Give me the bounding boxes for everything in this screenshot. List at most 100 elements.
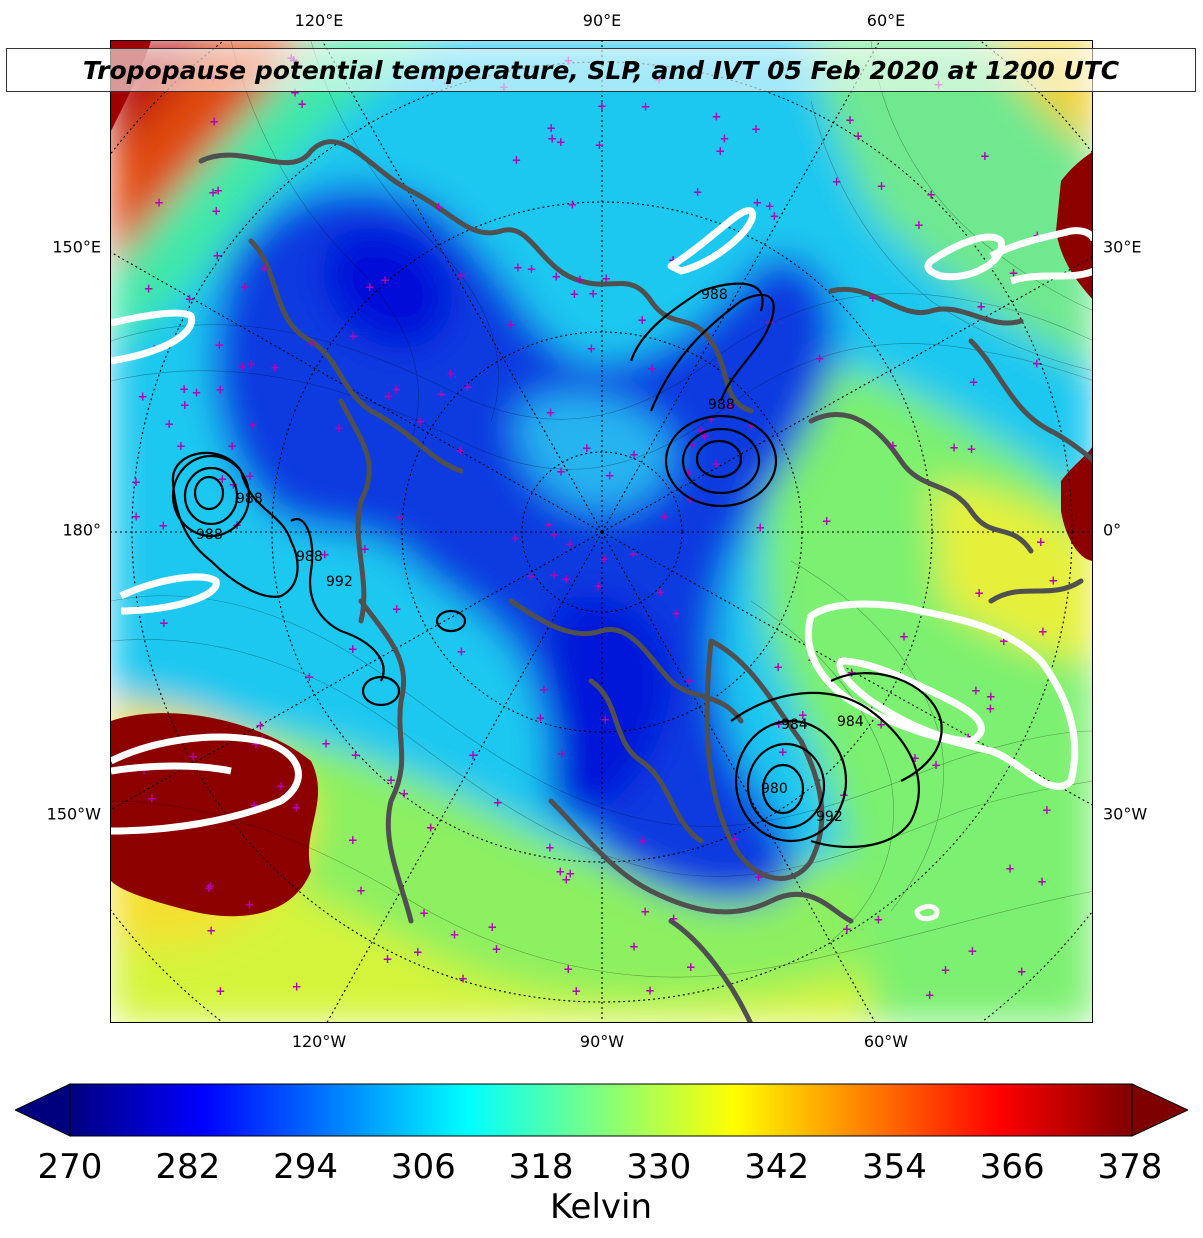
station-marker: + (754, 870, 764, 884)
colorbar-tick-label: 270 (37, 1147, 103, 1187)
station-marker: + (647, 362, 657, 376)
station-marker: + (693, 185, 703, 199)
station-marker: + (815, 352, 825, 366)
station-marker: + (386, 773, 396, 787)
lon-label-120w: 120°W (291, 1032, 347, 1051)
colorbar-tick-label: 342 (744, 1147, 810, 1187)
station-marker: + (215, 383, 225, 397)
station-marker: + (926, 187, 936, 201)
station-marker: + (307, 337, 317, 351)
colorbar-tick-label: 306 (390, 1147, 456, 1187)
station-marker: + (131, 475, 141, 489)
station-marker: + (240, 280, 250, 294)
station-marker: + (176, 439, 186, 453)
station-marker: + (971, 684, 981, 698)
station-marker: + (246, 357, 256, 371)
slp-label: 992 (816, 809, 843, 825)
station-marker: + (925, 988, 935, 1002)
colorbar-tick-label: 330 (626, 1147, 692, 1187)
station-marker: + (628, 547, 638, 561)
station-marker: + (185, 292, 195, 306)
station-marker: + (380, 273, 390, 287)
station-marker: + (383, 952, 393, 966)
station-marker: + (899, 629, 909, 643)
station-marker: + (297, 97, 307, 111)
station-marker: + (304, 670, 314, 684)
station-marker: + (599, 552, 609, 566)
station-marker: + (551, 269, 561, 283)
station-marker: + (593, 579, 603, 593)
station-marker: + (545, 406, 555, 420)
station-marker: + (458, 972, 468, 986)
station-marker: + (876, 179, 886, 193)
station-marker: + (980, 149, 990, 163)
station-marker: + (549, 568, 559, 582)
station-marker: + (259, 261, 269, 275)
station-marker: + (392, 602, 402, 616)
station-marker: + (492, 942, 502, 956)
station-marker: + (597, 99, 607, 113)
station-marker: + (563, 962, 573, 976)
station-marker: + (206, 923, 216, 937)
station-marker: + (547, 131, 557, 145)
map-panel: + + + + + + + + + + + + + + + + + + + + + + + + + + + + + + + + + + + + + + + +… (110, 40, 1093, 1023)
station-marker: + (686, 960, 696, 974)
lon-label-150w: 150°W (46, 804, 101, 824)
station-marker: + (888, 439, 898, 453)
station-marker: + (571, 984, 581, 998)
station-marker: + (567, 198, 577, 212)
colorbar-min-extend (15, 1083, 71, 1137)
station-marker: + (773, 660, 783, 674)
station-marker: + (569, 287, 579, 301)
station-marker: + (582, 441, 592, 455)
station-marker: + (463, 380, 473, 394)
station-marker: + (659, 509, 669, 523)
station-marker: + (976, 299, 986, 313)
station-marker: + (949, 441, 959, 455)
station-marker: + (798, 708, 808, 722)
station-marker: + (159, 616, 169, 630)
station-marker: + (556, 135, 566, 149)
station-marker: + (931, 758, 941, 772)
station-marker: + (557, 747, 567, 761)
station-marker: + (158, 519, 168, 533)
station-marker: + (1032, 356, 1042, 370)
station-marker: + (456, 269, 466, 283)
station-marker: + (348, 642, 358, 656)
station-marker: + (399, 787, 409, 801)
station-marker: + (1038, 624, 1048, 638)
station-marker: + (967, 944, 977, 958)
theta-contours (111, 41, 1092, 978)
station-marker: + (746, 419, 756, 433)
station-marker: + (179, 382, 189, 396)
lon-label-90w: 90°W (579, 1032, 625, 1051)
lon-label-60w: 60°W (863, 1032, 909, 1051)
station-marker: + (320, 548, 330, 562)
station-marker: + (769, 209, 779, 223)
station-marker: + (205, 879, 215, 893)
colorbar-tick-label: 354 (861, 1147, 927, 1187)
station-marker: + (600, 713, 610, 727)
station-marker: + (1037, 874, 1047, 888)
station-marker: + (456, 645, 466, 659)
slp-label: 984 (781, 717, 808, 733)
station-marker: + (1017, 965, 1027, 979)
station-marker: + (845, 113, 855, 127)
slp-label: 988 (296, 549, 323, 565)
station-marker: + (544, 518, 554, 532)
station-marker: + (974, 586, 984, 600)
station-marker: + (144, 281, 154, 295)
station-marker: + (641, 100, 651, 114)
station-marker: + (493, 796, 503, 810)
station-marker: + (413, 945, 423, 959)
station-marker: + (321, 737, 331, 751)
station-marker: + (334, 421, 344, 435)
station-marker: + (765, 199, 775, 213)
station-marker: + (270, 360, 280, 374)
station-marker: + (601, 272, 611, 286)
station-marker: + (914, 218, 924, 232)
colorbar-tick-label: 378 (1097, 1147, 1163, 1187)
station-marker: + (684, 673, 694, 687)
station-marker: + (565, 866, 575, 880)
station-marker: + (147, 791, 157, 805)
